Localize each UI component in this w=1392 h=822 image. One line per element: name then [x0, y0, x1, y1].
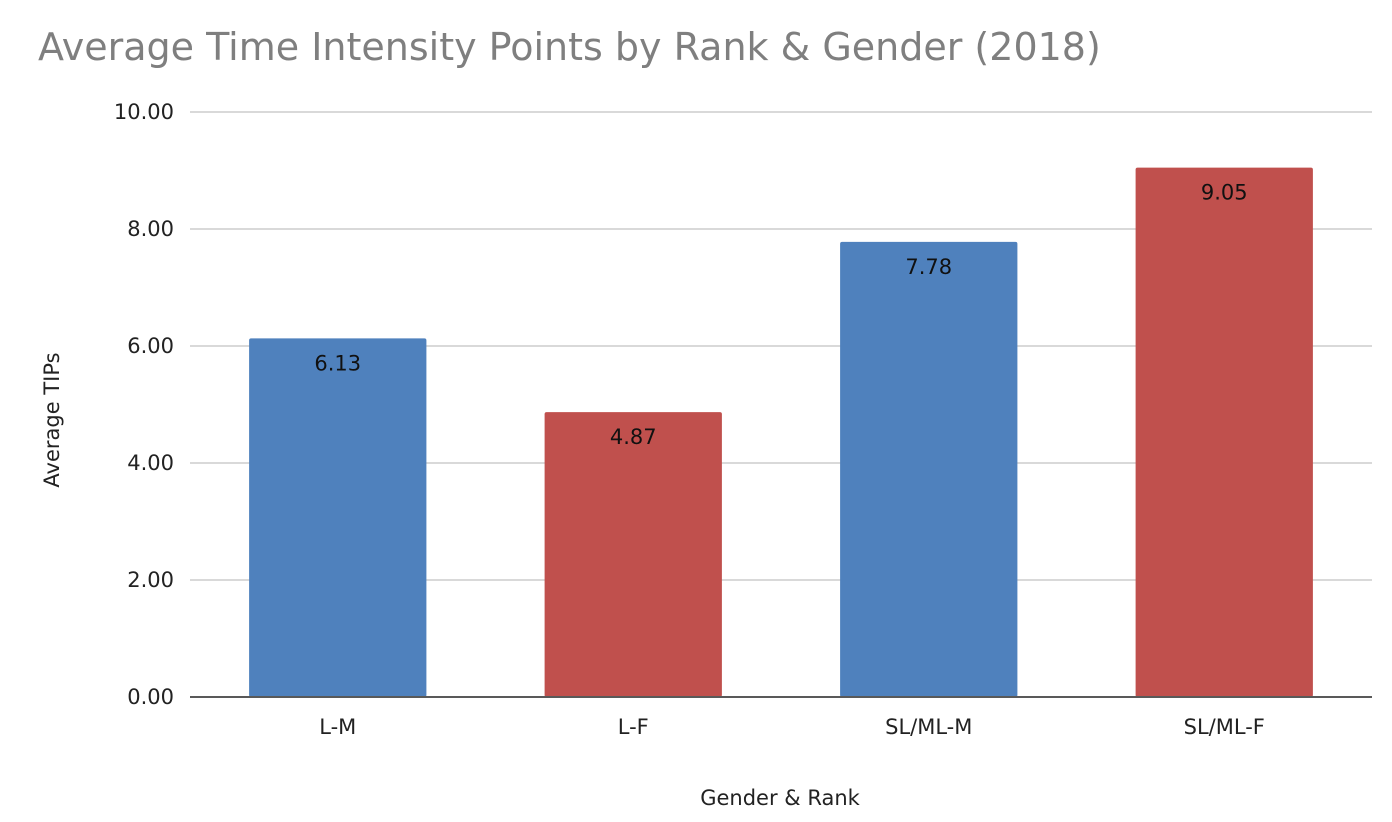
data-label: 4.87 [610, 425, 657, 449]
x-tick-label: L-F [618, 715, 649, 739]
bars [249, 167, 1313, 697]
y-tick-label: 10.00 [114, 100, 174, 124]
data-labels: 6.13 4.87 7.78 9.05 [314, 181, 1247, 450]
x-tick-label: SL/ML-F [1184, 715, 1265, 739]
bar-l-f [544, 412, 722, 697]
bar-sl-ml-m [840, 241, 1018, 697]
y-tick-label: 4.00 [127, 451, 174, 475]
y-axis-title: Average TIPs [40, 352, 64, 487]
bar-sl-ml-f [1135, 167, 1313, 697]
y-tick-label: 8.00 [127, 217, 174, 241]
x-tick-label: SL/ML-M [885, 715, 972, 739]
y-tick-label: 0.00 [127, 685, 174, 709]
y-tick-label: 2.00 [127, 568, 174, 592]
data-label: 6.13 [314, 351, 361, 375]
x-axis-ticks: L-M L-F SL/ML-M SL/ML-F [319, 715, 1265, 739]
chart-title: Average Time Intensity Points by Rank & … [38, 25, 1101, 69]
y-tick-label: 6.00 [127, 334, 174, 358]
x-axis-title: Gender & Rank [700, 786, 860, 810]
bar-l-m [249, 338, 427, 697]
data-label: 7.78 [905, 255, 952, 279]
x-tick-label: L-M [319, 715, 356, 739]
data-label: 9.05 [1201, 181, 1248, 205]
y-axis-ticks: 0.00 2.00 4.00 6.00 8.00 10.00 [114, 100, 174, 709]
